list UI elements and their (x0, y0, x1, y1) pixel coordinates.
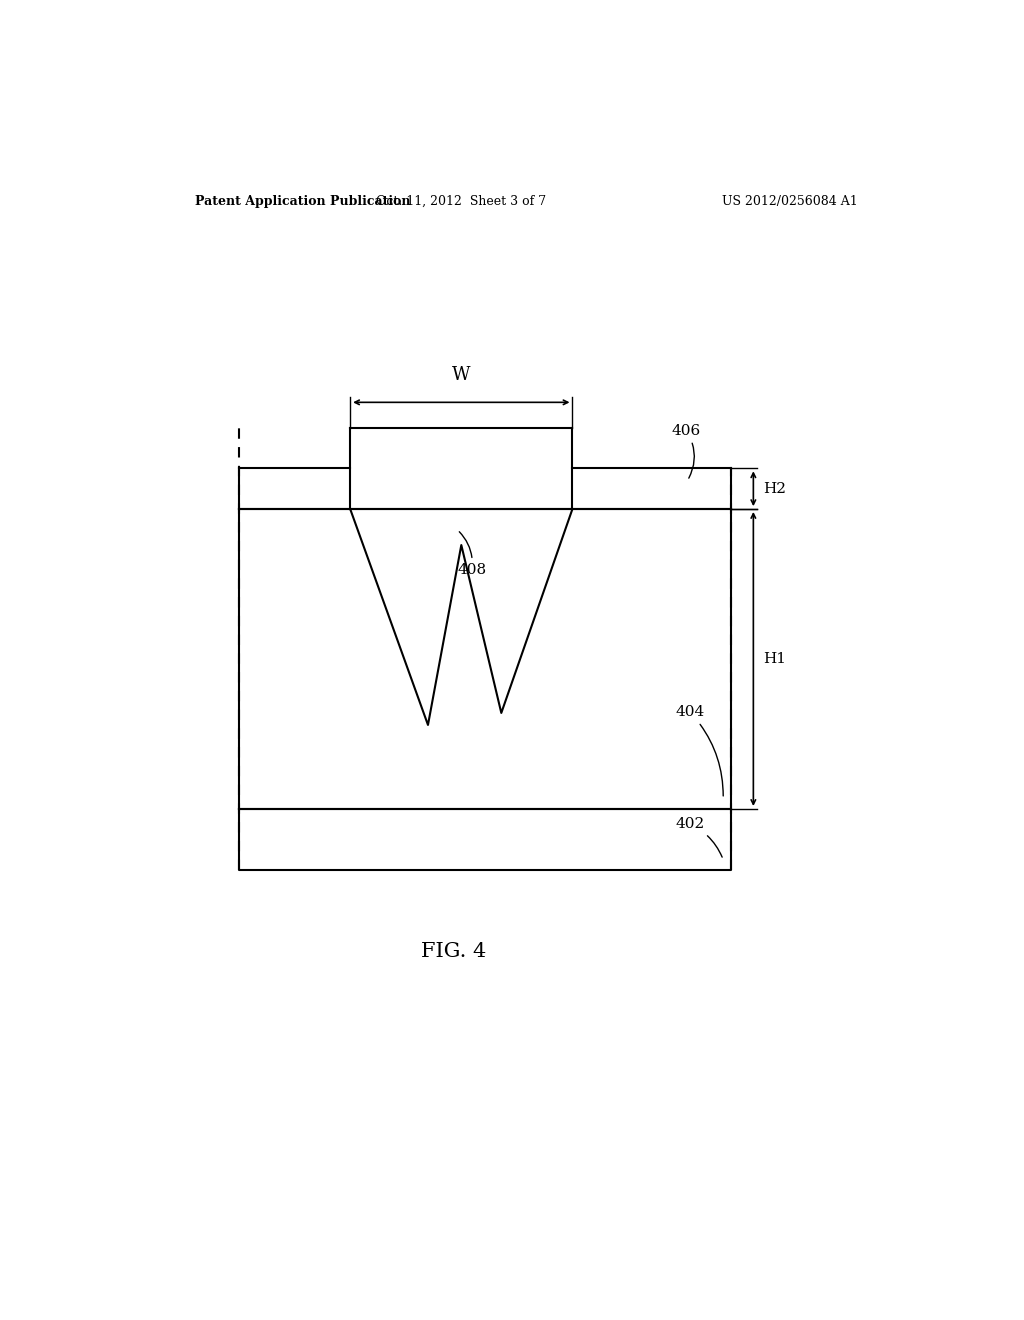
Text: Oct. 11, 2012  Sheet 3 of 7: Oct. 11, 2012 Sheet 3 of 7 (376, 194, 547, 207)
Text: FIG. 4: FIG. 4 (421, 941, 486, 961)
Text: 402: 402 (676, 817, 722, 857)
Text: 404: 404 (676, 705, 723, 796)
Text: H2: H2 (763, 482, 785, 496)
Text: W: W (452, 366, 471, 384)
Text: H1: H1 (763, 652, 785, 667)
Text: US 2012/0256084 A1: US 2012/0256084 A1 (722, 194, 858, 207)
Text: 406: 406 (672, 424, 700, 478)
Text: 408: 408 (458, 532, 486, 577)
Text: Patent Application Publication: Patent Application Publication (196, 194, 411, 207)
